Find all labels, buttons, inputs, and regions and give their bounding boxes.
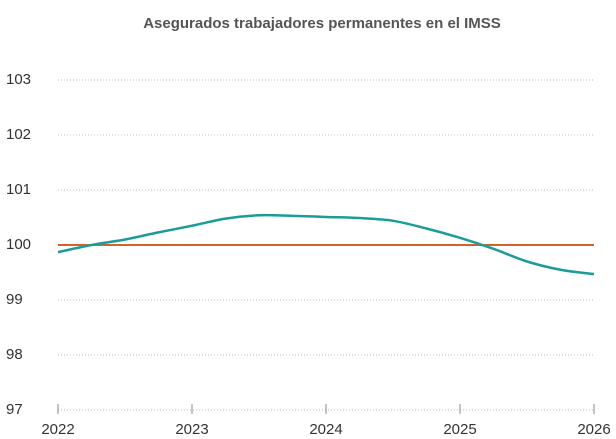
y-tick-label: 97 (6, 401, 23, 418)
x-tick-label: 2025 (443, 421, 476, 438)
y-tick-label: 101 (6, 181, 31, 198)
x-tick-label: 2023 (175, 421, 208, 438)
data-line (57, 213, 595, 276)
y-tick-label: 103 (6, 71, 31, 88)
x-tick-label: 2026 (577, 421, 610, 438)
y-tick-label: 100 (6, 236, 31, 253)
chart-title: Asegurados trabajadores permanentes en e… (143, 15, 501, 32)
y-tick-label: 102 (6, 126, 31, 143)
y-tick-label: 99 (6, 291, 23, 308)
x-tick-label: 2024 (309, 421, 342, 438)
y-tick-label: 98 (6, 346, 23, 363)
x-tick-label: 2022 (41, 421, 74, 438)
